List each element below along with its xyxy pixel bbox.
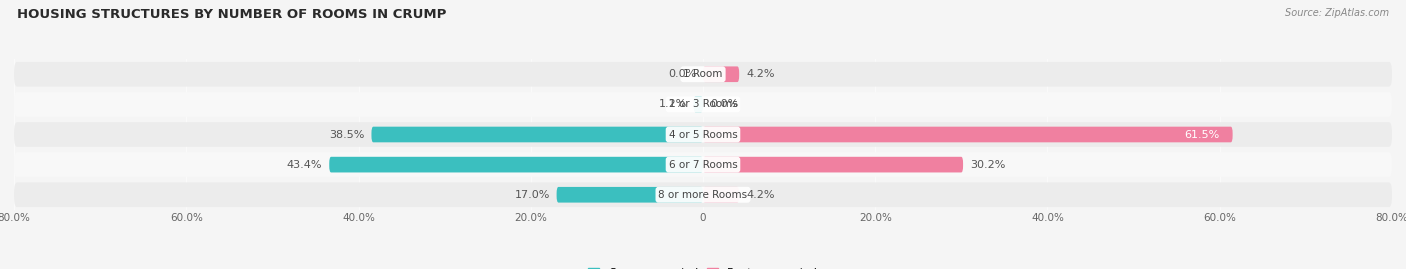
Text: 4 or 5 Rooms: 4 or 5 Rooms bbox=[669, 129, 737, 140]
Text: 30.2%: 30.2% bbox=[970, 160, 1005, 170]
Text: 1 Room: 1 Room bbox=[683, 69, 723, 79]
Text: 61.5%: 61.5% bbox=[1184, 129, 1219, 140]
FancyBboxPatch shape bbox=[703, 127, 1233, 142]
Text: HOUSING STRUCTURES BY NUMBER OF ROOMS IN CRUMP: HOUSING STRUCTURES BY NUMBER OF ROOMS IN… bbox=[17, 8, 446, 21]
FancyBboxPatch shape bbox=[329, 157, 703, 172]
Text: 0.0%: 0.0% bbox=[710, 99, 738, 109]
Text: 4.2%: 4.2% bbox=[747, 69, 775, 79]
FancyBboxPatch shape bbox=[557, 187, 703, 203]
FancyBboxPatch shape bbox=[14, 182, 1392, 207]
FancyBboxPatch shape bbox=[371, 127, 703, 142]
FancyBboxPatch shape bbox=[693, 97, 703, 112]
FancyBboxPatch shape bbox=[14, 152, 1392, 177]
Text: 0.0%: 0.0% bbox=[668, 69, 696, 79]
FancyBboxPatch shape bbox=[703, 157, 963, 172]
Text: 8 or more Rooms: 8 or more Rooms bbox=[658, 190, 748, 200]
Text: 6 or 7 Rooms: 6 or 7 Rooms bbox=[669, 160, 737, 170]
Text: 4.2%: 4.2% bbox=[747, 190, 775, 200]
Text: 38.5%: 38.5% bbox=[329, 129, 364, 140]
Text: 17.0%: 17.0% bbox=[515, 190, 550, 200]
FancyBboxPatch shape bbox=[14, 122, 1392, 147]
FancyBboxPatch shape bbox=[14, 62, 1392, 87]
Text: Source: ZipAtlas.com: Source: ZipAtlas.com bbox=[1285, 8, 1389, 18]
Text: 2 or 3 Rooms: 2 or 3 Rooms bbox=[669, 99, 737, 109]
FancyBboxPatch shape bbox=[14, 92, 1392, 117]
Text: 43.4%: 43.4% bbox=[287, 160, 322, 170]
FancyBboxPatch shape bbox=[703, 66, 740, 82]
Text: 1.1%: 1.1% bbox=[658, 99, 686, 109]
FancyBboxPatch shape bbox=[703, 187, 740, 203]
Legend: Owner-occupied, Renter-occupied: Owner-occupied, Renter-occupied bbox=[583, 263, 823, 269]
